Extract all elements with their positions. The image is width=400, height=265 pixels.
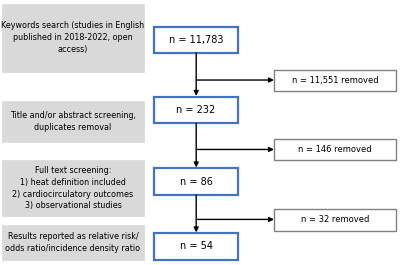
Text: Results reported as relative risk/
odds ratio/incidence density ratio: Results reported as relative risk/ odds …: [6, 232, 140, 253]
Text: Keywords search (studies in English
published in 2018-2022, open
access): Keywords search (studies in English publ…: [2, 21, 144, 54]
FancyBboxPatch shape: [2, 101, 144, 142]
Text: Full text screening:
1) heat definition included
2) cardiocirculatory outcomes
3: Full text screening: 1) heat definition …: [12, 166, 134, 210]
FancyBboxPatch shape: [154, 233, 238, 260]
FancyBboxPatch shape: [274, 139, 396, 160]
FancyBboxPatch shape: [154, 168, 238, 195]
Text: Title and/or abstract screening,
duplicates removal: Title and/or abstract screening, duplica…: [10, 111, 136, 132]
Text: n = 146 removed: n = 146 removed: [298, 145, 372, 154]
FancyBboxPatch shape: [154, 97, 238, 123]
FancyBboxPatch shape: [2, 4, 144, 72]
Text: n = 86: n = 86: [180, 176, 212, 187]
FancyBboxPatch shape: [2, 160, 144, 216]
Text: n = 32 removed: n = 32 removed: [301, 215, 369, 224]
Text: n = 54: n = 54: [180, 241, 212, 251]
FancyBboxPatch shape: [274, 70, 396, 91]
Text: n = 11,783: n = 11,783: [169, 35, 223, 45]
FancyBboxPatch shape: [2, 225, 144, 260]
FancyBboxPatch shape: [154, 26, 238, 53]
Text: n = 232: n = 232: [176, 105, 216, 115]
FancyBboxPatch shape: [274, 209, 396, 231]
Text: n = 11,551 removed: n = 11,551 removed: [292, 76, 378, 85]
